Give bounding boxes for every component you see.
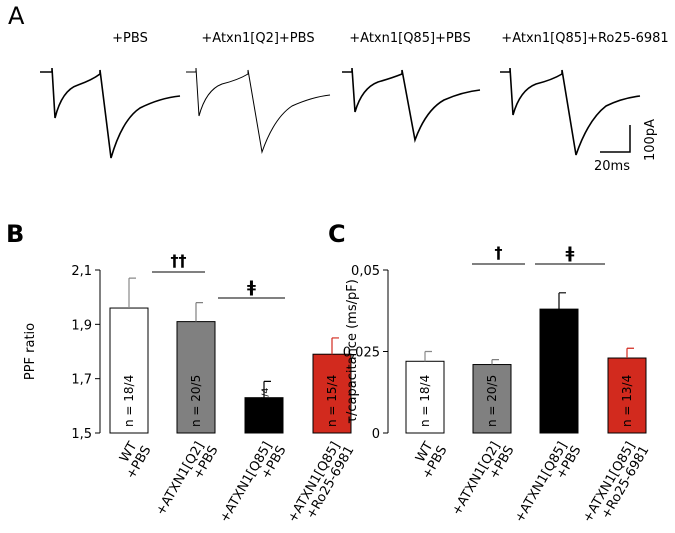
y-axis-label: PPF ratio [23,323,38,380]
y-tick-label: 2,1 [71,264,92,279]
error-bar [331,337,339,355]
significance-label: †† [171,251,187,270]
y-tick-label: 1,5 [71,427,92,442]
significance-label: ǂ [566,243,575,262]
bar [405,360,445,434]
trace [500,67,641,156]
trace [40,67,181,159]
y-tick-label: 1,7 [71,373,92,388]
bar [176,321,216,434]
panel-letter: A [8,2,25,30]
bar-label: n = 18/4 [418,375,432,427]
bar-label: n = 20/5 [189,375,203,427]
bar-label: n = 13/4 [620,375,634,427]
trace-title: +Atxn1[Q85]+PBS [349,31,470,46]
x-tick-label: +ATXN1[Q85] [217,440,275,526]
error-bar [195,302,203,322]
y-tick-label: 1,9 [71,318,92,333]
significance-label: ǂ [247,277,256,296]
scale-time: 20ms [594,159,630,174]
bar [244,397,284,434]
y-axis-label: τ/capacitance (ms/pF) [345,279,360,424]
bar-label: n = 18/4 [122,375,136,427]
trace-title: +Atxn1[Q85]+Ro25-6981 [501,31,668,46]
bar-label: n = 17/4 [552,375,566,427]
traces [40,67,641,159]
x-tick-label: +ATXN1[Q85] [512,440,570,526]
trace [186,67,331,154]
error-bar [491,359,499,365]
bar [607,357,647,434]
bar [109,307,149,434]
bar [539,308,579,434]
significance-label: † [495,243,503,262]
bar [312,353,352,434]
error-bar [424,350,432,362]
panel-letter: B [6,220,24,248]
error-bar [558,292,566,310]
y-tick-label: 0,05 [351,264,380,279]
scale-current: 100pA [643,119,658,161]
error-bar [626,347,634,359]
bar-label: n = 17/4 [261,388,271,427]
error-bar [263,380,271,398]
y-tick-label: 0 [372,427,380,442]
error-bar [128,277,136,309]
bar-label: n = 20/5 [485,375,499,427]
trace-title: +PBS [112,31,148,46]
bar [472,364,512,434]
trace-title: +Atxn1[Q2]+PBS [201,31,314,46]
trace [342,67,481,144]
scale-bar [600,125,631,153]
y-tick-label: 0,025 [343,346,380,361]
bar-label: n = 15/4 [325,375,339,427]
panel-letter: C [328,220,346,248]
